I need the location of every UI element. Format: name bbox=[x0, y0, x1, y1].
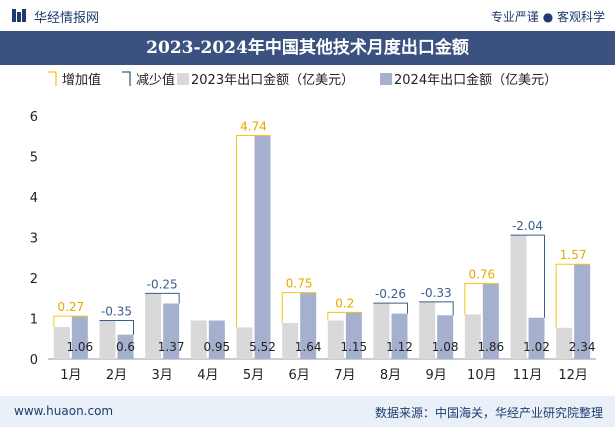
change-label: -0.26 bbox=[375, 287, 406, 301]
x-tick-label: 2月 bbox=[106, 368, 127, 383]
bar-2024 bbox=[208, 320, 225, 359]
value-label-2024: 1.02 bbox=[523, 340, 550, 354]
bar-2023 bbox=[510, 235, 527, 359]
value-label-2024: 0.6 bbox=[116, 340, 135, 354]
bar-2023 bbox=[99, 320, 116, 359]
change-label: -2.04 bbox=[512, 219, 543, 233]
x-tick-label: 11月 bbox=[513, 368, 543, 383]
data-source: 数据来源：中国海关，华经产业研究院整理 bbox=[374, 406, 603, 420]
increase-bracket bbox=[236, 134, 271, 328]
y-tick-label: 3 bbox=[30, 232, 38, 247]
chart-title: 2023-2024年中国其他技术月度出口金额 bbox=[146, 38, 469, 58]
change-label: 0.75 bbox=[286, 277, 313, 291]
value-label-2024: 1.37 bbox=[158, 340, 185, 354]
x-tick-label: 6月 bbox=[289, 368, 310, 383]
logo-icon bbox=[12, 9, 26, 22]
legend-label-3: 2024年出口金额（亿美元） bbox=[394, 72, 557, 88]
x-tick-label: 7月 bbox=[334, 368, 355, 383]
value-label-2024: 1.06 bbox=[66, 340, 93, 354]
bar-2024 bbox=[117, 334, 134, 359]
change-label: -0.25 bbox=[147, 277, 178, 291]
bar-2024 bbox=[574, 264, 591, 359]
bar-2024 bbox=[345, 312, 362, 359]
y-tick-label: 6 bbox=[30, 110, 38, 125]
website-url: www.huaon.com bbox=[14, 404, 114, 418]
change-label: 4.74 bbox=[240, 119, 267, 133]
brand-name: 华经情报网 bbox=[34, 11, 100, 26]
bar-2023 bbox=[190, 320, 207, 359]
bar-2023 bbox=[327, 320, 344, 359]
x-tick-label: 3月 bbox=[152, 368, 173, 383]
bar-2023 bbox=[419, 301, 436, 359]
bar-2024 bbox=[300, 292, 317, 359]
x-tick-label: 10月 bbox=[467, 368, 497, 383]
value-label-2024: 1.15 bbox=[340, 340, 367, 354]
increase-bracket bbox=[327, 311, 362, 321]
y-tick-label: 1 bbox=[30, 313, 38, 328]
x-tick-label: 12月 bbox=[558, 368, 588, 383]
legend-swatch-1 bbox=[122, 71, 131, 86]
tagline: 专业严谨 ● 客观科学 bbox=[490, 10, 605, 24]
footer-bar: www.huaon.com 数据来源：中国海关，华经产业研究院整理 bbox=[0, 396, 615, 427]
bar-2023 bbox=[373, 303, 390, 359]
x-tick-label: 5月 bbox=[243, 368, 264, 383]
bar-2024 bbox=[437, 315, 454, 359]
value-label-2024: 0.95 bbox=[203, 340, 230, 354]
value-label-2024: 2.34 bbox=[569, 340, 596, 354]
legend-swatch-2 bbox=[177, 73, 189, 85]
bar-2024 bbox=[482, 283, 499, 359]
bar-chart: 增加值 减少值 2023年出口金额（亿美元） 2024年出口金额（亿美元） 0 1 2 3 4 5… bbox=[30, 71, 596, 383]
change-label: -0.33 bbox=[421, 286, 452, 300]
y-tick-label: 5 bbox=[30, 151, 38, 166]
y-tick-label: 0 bbox=[30, 353, 38, 368]
bar-2024 bbox=[254, 135, 271, 359]
bar-2023 bbox=[145, 293, 162, 359]
value-label-2024: 5.52 bbox=[249, 340, 276, 354]
bar-2024 bbox=[163, 303, 180, 359]
legend-swatch-3 bbox=[380, 73, 392, 85]
top-bar: 华经情报网 专业严谨 ● 客观科学 bbox=[0, 0, 615, 30]
change-label: 0.2 bbox=[335, 296, 354, 310]
bar-2024 bbox=[391, 313, 408, 359]
x-tick-label: 9月 bbox=[426, 368, 447, 383]
bar-2024 bbox=[71, 316, 88, 359]
bar-2023 bbox=[53, 327, 70, 359]
decrease-bracket bbox=[99, 320, 134, 335]
y-tick-label: 4 bbox=[30, 191, 38, 206]
change-label: 0.27 bbox=[57, 300, 84, 314]
bar-2023 bbox=[282, 322, 299, 359]
value-label-2024: 1.08 bbox=[432, 340, 459, 354]
bar-2023 bbox=[556, 327, 573, 359]
legend-label-1: 减少值 bbox=[136, 72, 175, 88]
increase-bracket bbox=[53, 315, 88, 328]
value-label-2024: 1.86 bbox=[477, 340, 504, 354]
bar-2024 bbox=[528, 317, 545, 359]
bar-2023 bbox=[236, 327, 253, 359]
decrease-bracket bbox=[373, 302, 408, 314]
x-tick-label: 1月 bbox=[60, 368, 81, 383]
increase-bracket bbox=[281, 292, 317, 323]
increase-bracket bbox=[555, 263, 591, 328]
legend-label-2: 2023年出口金额（亿美元） bbox=[191, 72, 354, 88]
increase-bracket bbox=[464, 283, 499, 315]
decrease-bracket bbox=[510, 234, 545, 318]
legend-label-0: 增加值 bbox=[62, 72, 101, 88]
decrease-bracket bbox=[145, 292, 180, 304]
change-label: -0.35 bbox=[101, 305, 132, 319]
x-tick-label: 4月 bbox=[197, 368, 218, 383]
change-label: 0.76 bbox=[468, 268, 495, 282]
value-label-2024: 1.64 bbox=[295, 340, 322, 354]
value-label-2024: 1.12 bbox=[386, 340, 413, 354]
decrease-bracket bbox=[419, 301, 454, 316]
change-label: 1.57 bbox=[560, 248, 587, 262]
y-tick-label: 2 bbox=[30, 272, 38, 287]
legend-swatch-0 bbox=[48, 71, 57, 86]
x-tick-label: 8月 bbox=[380, 368, 401, 383]
bar-2023 bbox=[464, 314, 481, 359]
title-bar: 2023-2024年中国其他技术月度出口金额 bbox=[0, 31, 615, 65]
